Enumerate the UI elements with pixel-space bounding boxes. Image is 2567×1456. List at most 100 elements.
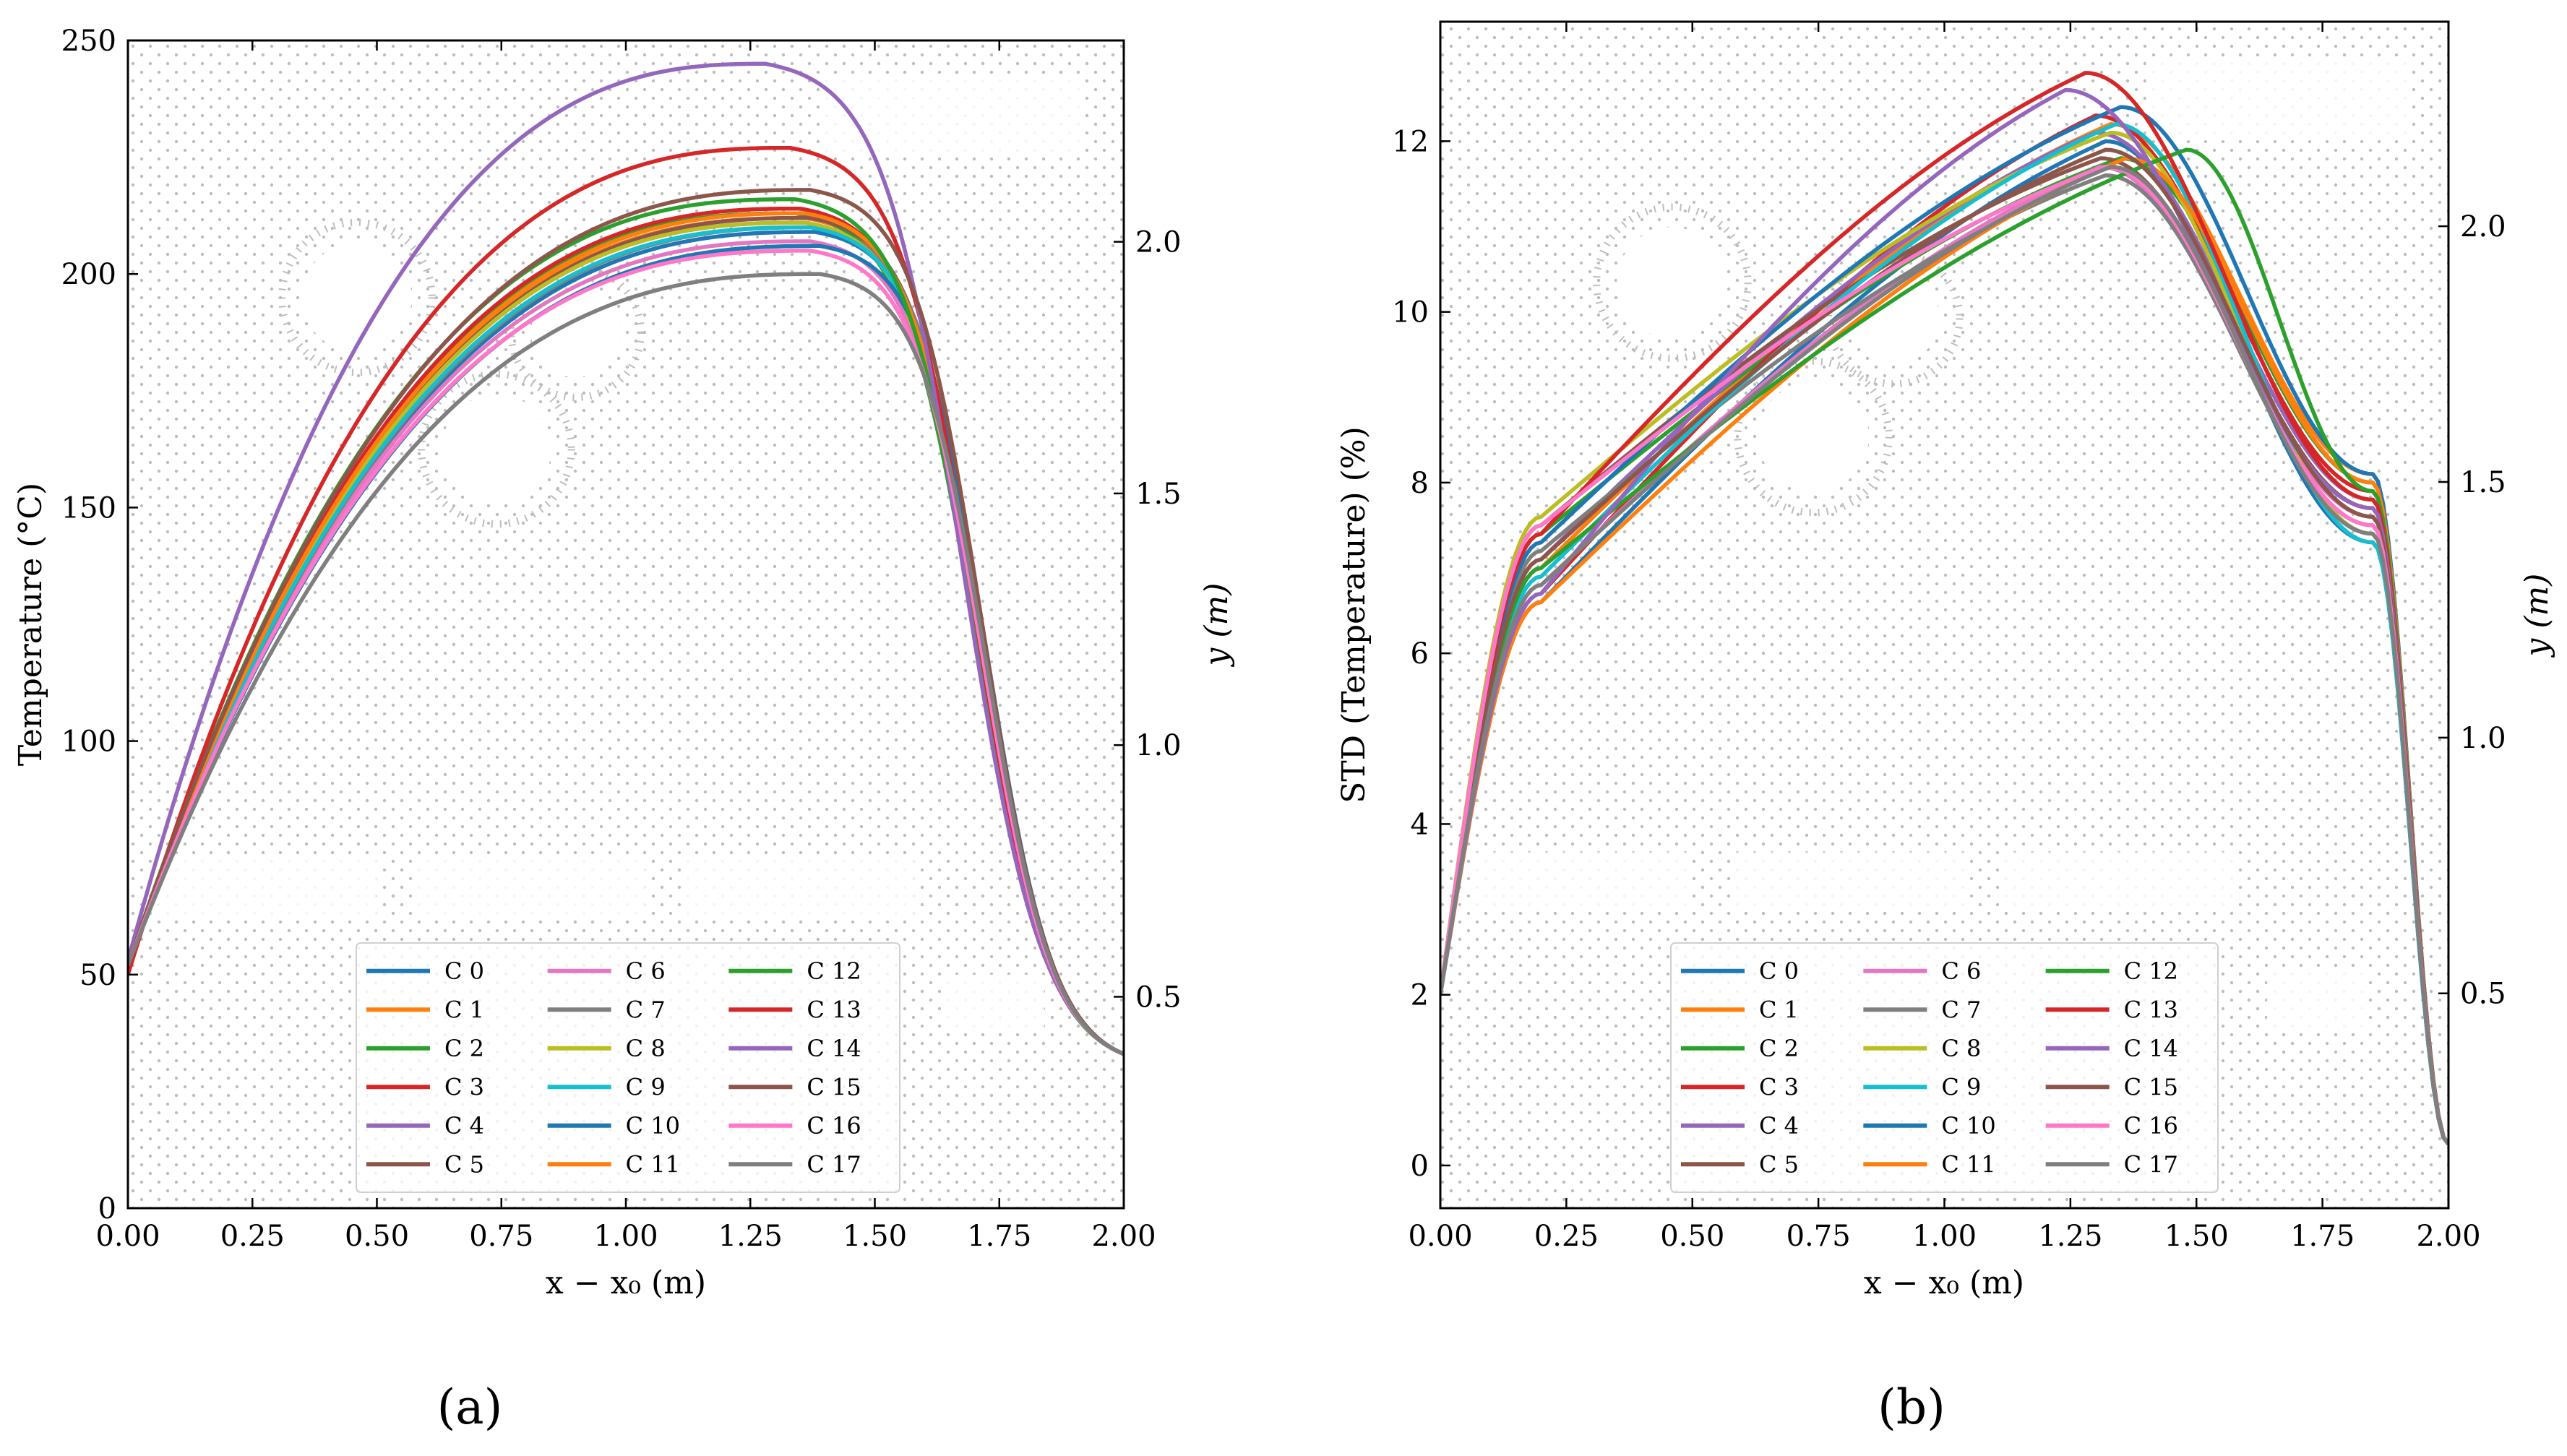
legend-entry-label: C 10 [1941,1112,1995,1140]
mesh-void [685,858,915,916]
y-axis-ticks: 0 50 100 150 200 250 [61,25,138,1225]
mesh-void [2266,970,2368,1030]
cylinder-void [302,242,412,353]
cylinder-void [1758,381,1869,493]
legend-entry-label: C 4 [1759,1112,1799,1140]
series-line-c16 [128,249,1124,1056]
mesh-void [158,858,377,916]
y-tick-label: 150 [61,491,116,525]
y2-axis-ticks: 0.5 1.0 1.5 2.0 [2438,210,2506,1011]
legend-entry-label: C 13 [807,996,861,1023]
legend-entry-label: C 1 [444,996,484,1023]
mesh-ring [1734,357,1893,517]
y-tick-label: 8 [1411,467,1429,500]
y-tick-label: 12 [1392,125,1429,158]
legend-entry-label: C 2 [1759,1035,1799,1062]
cylinder-void [531,287,622,378]
y-tick-label: 2 [1411,979,1429,1012]
y-tick-label: 200 [61,258,116,291]
legend-entry-label: C 11 [1941,1150,1995,1178]
x-tick-label: 1.25 [718,1220,783,1253]
legend: C 0 C 1 C 2 C 3 C 4 C 5 C 6 C 7 C 8 C 9 C 10 C 11 C … [1670,942,2219,1193]
legend-entry-label: C 2 [444,1035,484,1062]
legend-entry-label: C 0 [444,957,484,985]
y-tick-label: 4 [1411,808,1429,841]
y2-tick-label: 1.0 [1135,729,1182,762]
legend-entry-label: C 6 [1941,957,1981,985]
x-tick-label: 0.25 [220,1220,285,1253]
x-axis-label: x − x₀ (m) [546,1265,706,1301]
x-tick-label: 1.00 [593,1220,658,1253]
legend: C 0 C 1 C 2 C 3 C 4 C 5 C 6 C 7 C 8 C 9 C 10 C 11 C … [356,942,900,1193]
cylinder-void [442,394,551,504]
mesh-void [1732,852,1965,912]
x-tick-label: 1.50 [2164,1220,2229,1253]
legend-entry-label: C 9 [626,1073,666,1100]
mesh-ring [418,370,575,528]
x-tick-label: 0.50 [1660,1220,1724,1253]
legend-entry-label: C 10 [626,1112,680,1140]
legend-entry-label: C 17 [807,1150,861,1178]
y2-tick-label: 0.5 [1135,981,1182,1014]
y-tick-label: 0 [98,1192,116,1225]
y-tick-label: 50 [79,959,116,992]
legend-entry-label: C 6 [626,957,666,985]
x-tick-label: 2.00 [1091,1220,1156,1253]
legend-entry-label: C 12 [2124,957,2178,985]
legend-box [1670,942,2219,1193]
series-line-c10 [1440,105,2448,1145]
y-axis-ticks: 0 2 4 6 8 10 12 [1392,125,1450,1183]
mesh-void [944,974,1044,1033]
x-tick-label: 1.25 [2038,1220,2102,1253]
y2-tick-label: 1.0 [2460,722,2506,755]
series-line-c11 [1440,156,2448,1145]
x-tick-label: 1.00 [1912,1220,1977,1253]
mesh-void [1470,852,1693,912]
legend-entry-label: C 9 [1941,1073,1981,1100]
panel-label-a: (a) [437,1379,503,1435]
x-axis-ticks: 0.00 0.25 0.50 0.75 1.00 1.25 1.50 1.75 2.00 [1408,22,2481,1253]
legend-entry-label: C 13 [2124,996,2178,1023]
legend-entry-label: C 4 [444,1112,484,1140]
legend-entry-label: C 8 [1941,1035,1981,1062]
y-tick-label: 250 [61,25,116,58]
legend-entry-label: C 3 [444,1073,484,1100]
mesh-ring [278,218,436,376]
series-lines [128,61,1124,1056]
x-tick-label: 1.50 [843,1220,907,1253]
x-tick-label: 2.00 [2416,1220,2480,1253]
legend-entry-label: C 12 [807,957,861,985]
y-tick-label: 6 [1411,637,1429,671]
panel-label-b: (b) [1878,1379,1945,1435]
y-tick-label: 0 [1411,1150,1429,1183]
legend-box [356,942,900,1193]
x-axis-ticks: 0.00 0.25 0.50 0.75 1.00 1.25 1.50 1.75 2.00 [95,40,1156,1253]
y2-axis-label: y (m) [2519,574,2555,658]
y2-axis-label: y (m) [1198,583,1235,668]
mesh-void [2146,57,2409,141]
x-tick-label: 0.50 [345,1220,409,1253]
y2-tick-label: 1.5 [2460,466,2506,499]
chart-temperature: C 0 C 1 C 2 C 3 C 4 C 5 C 6 C 7 C 8 C 9 C 10 C 11 C … [12,25,1235,1435]
y-axis-label: STD (Temperature) (%) [1336,426,1372,803]
cylinder-void [1617,227,1728,338]
y2-tick-label: 0.5 [2460,978,2506,1011]
mesh-void [416,858,646,916]
y2-tick-label: 2.0 [2460,210,2506,244]
mesh-void [825,75,1084,158]
legend-entry-label: C 15 [2124,1073,2178,1100]
y2-axis-ticks: 0.5 1.0 1.5 2.0 [1114,226,1182,1014]
series-line-c17 [128,272,1124,1056]
series-line-c15 [128,188,1124,1056]
mesh-ring [1824,249,1964,388]
chart-std-temperature: C 0 C 1 C 2 C 3 C 4 C 5 C 6 C 7 C 8 C 9 C 10 C 11 C … [1336,20,2555,1435]
y-axis-label: Temperature (°C) [12,483,49,766]
x-tick-label: 0.25 [1534,1220,1599,1253]
series-lines [1440,71,2448,1146]
x-tick-label: 0.00 [1408,1220,1472,1253]
legend-entry-label: C 15 [807,1073,861,1100]
legend-entry-label: C 5 [444,1150,484,1178]
x-axis-label: x − x₀ (m) [1864,1265,2024,1301]
x-tick-label: 0.75 [469,1220,533,1253]
